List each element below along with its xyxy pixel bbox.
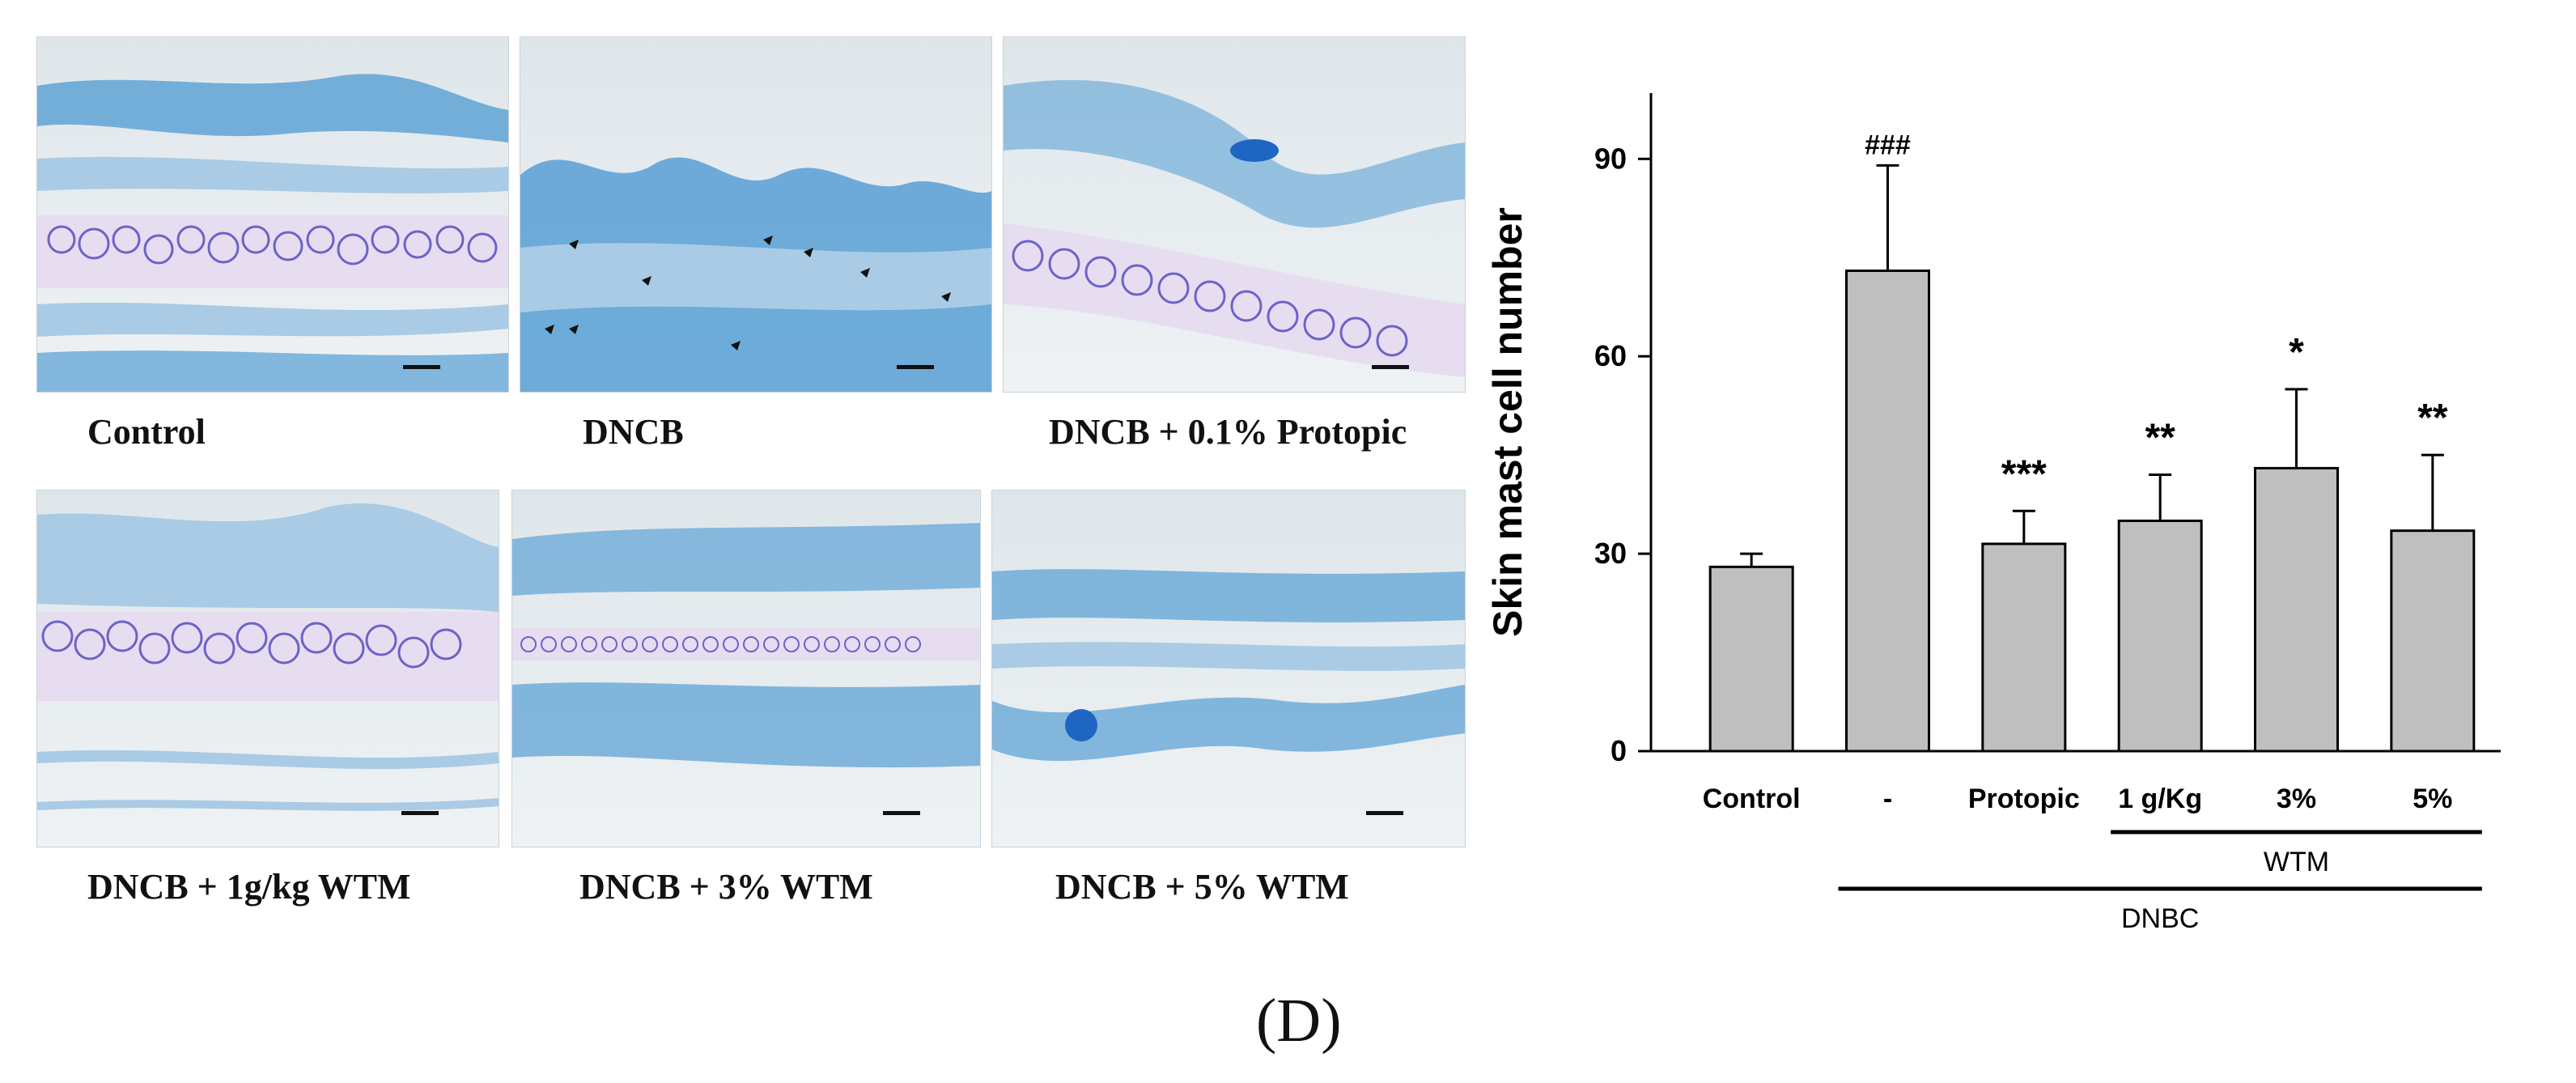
bar [1981, 542, 2067, 753]
x-tick-label: - [1883, 784, 1892, 814]
x-tick-label: 1 g/Kg [2118, 784, 2202, 814]
figure-letter: (D) [1256, 987, 1342, 1055]
significance-marker: ** [2417, 397, 2448, 440]
x-tick-label: 5% [2413, 784, 2452, 814]
significance-marker: ** [2145, 417, 2175, 460]
tissue-illustration [992, 569, 1465, 762]
y-tick-label: 0 [1611, 734, 1627, 767]
y-tick-label: 90 [1594, 142, 1627, 175]
tissue-illustration [520, 157, 991, 392]
x-tick-label: Protopic [1968, 784, 2080, 814]
significance-marker: * [2289, 331, 2304, 374]
bar-chart: 0 30 60 90 Skin mast cell number Control ### - *… [1485, 93, 2501, 934]
micrograph-control [36, 36, 509, 393]
tissue-illustration [37, 503, 499, 811]
panel-caption-1g-kg-wtm: DNCB + 1g/kg WTM [87, 867, 411, 907]
bar [2254, 466, 2339, 753]
x-tick-label: 3% [2277, 784, 2316, 814]
group-bracket-label: DNBC [2121, 903, 2199, 934]
y-axis-label: Skin mast cell number [1485, 207, 1530, 637]
y-tick-label: 30 [1594, 537, 1627, 570]
panel-caption-protopic: DNCB + 0.1% Protopic [1049, 412, 1407, 452]
micrograph-1g-kg-wtm [36, 490, 499, 847]
panel-caption-5-wtm: DNCB + 5% WTM [1055, 867, 1349, 907]
tissue-illustration [1004, 79, 1465, 377]
bar [1845, 270, 1930, 753]
tissue-illustration [512, 523, 980, 768]
significance-marker: *** [2001, 452, 2047, 495]
group-bracket-label: WTM [2264, 847, 2329, 877]
panel-caption-dncb: DNCB [583, 412, 684, 452]
x-tick-label: Control [1703, 784, 1801, 814]
micrograph-5-wtm [991, 490, 1466, 847]
bar [1708, 565, 1794, 753]
micrograph-protopic [1003, 36, 1466, 393]
y-tick-label: 60 [1594, 339, 1627, 372]
tissue-illustration [37, 74, 508, 392]
micrograph-3-wtm [511, 490, 981, 847]
bar [2390, 529, 2476, 753]
micrograph-dncb [520, 36, 992, 393]
significance-marker: ### [1865, 130, 1911, 160]
panel-caption-control: Control [87, 412, 206, 452]
panel-caption-3-wtm: DNCB + 3% WTM [579, 867, 873, 907]
bar [2117, 519, 2203, 753]
chart-plot-area: 0 30 60 90 Skin mast cell number Control ### - *… [1485, 93, 2501, 934]
